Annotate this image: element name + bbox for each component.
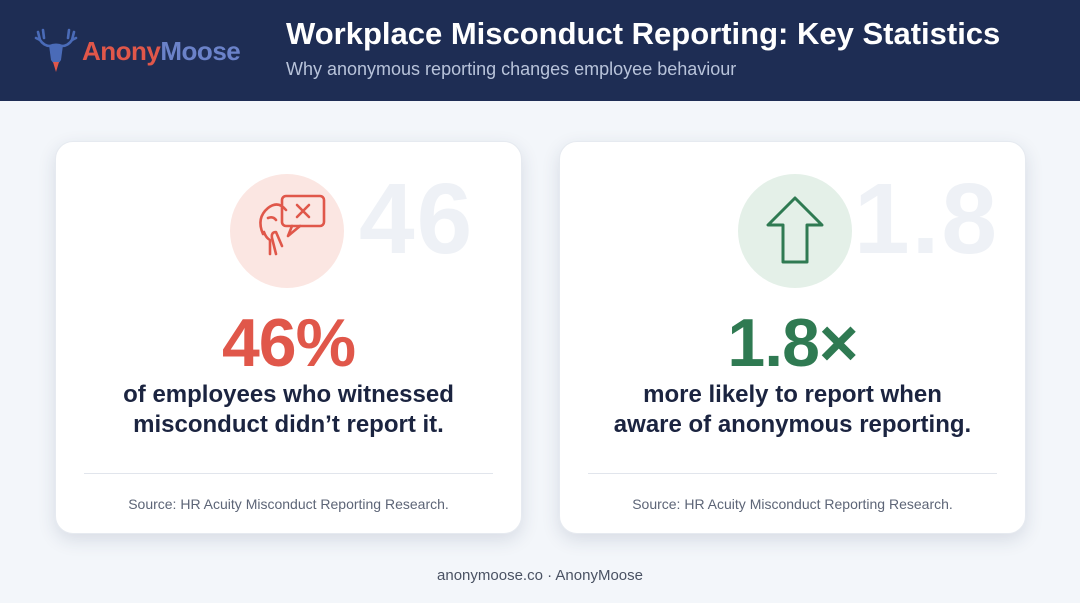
stat-value: 1.8×: [727, 305, 858, 381]
footer-text[interactable]: anonymoose.co · AnonyMoose: [437, 567, 643, 584]
brand-wordmark: AnonyMoose: [82, 36, 241, 67]
stat-description: more likely to report when aware of anon…: [580, 380, 1005, 440]
stat-description-line1: more likely to report when: [643, 381, 942, 408]
stat-description: of employees who witnessed misconduct di…: [76, 380, 501, 440]
ghost-number: 46: [359, 163, 475, 275]
stat-card-anonymous: 1.8 1.8× more likely to report when awar…: [559, 141, 1026, 534]
card-divider: [588, 473, 997, 474]
ghost-number: 1.8: [854, 163, 1000, 275]
stat-value: 46%: [221, 305, 356, 381]
header-banner: AnonyMoose Workplace Misconduct Reportin…: [0, 0, 1080, 101]
stat-card-unreported: 46 46% of employees who witnessed miscon…: [55, 141, 522, 534]
speech-bubble-no-report-icon: [259, 194, 326, 256]
source-citation: Source: HR Acuity Misconduct Reporting R…: [632, 496, 953, 512]
brand-wordmark-part2: Moose: [160, 36, 241, 66]
page-title: Workplace Misconduct Reporting: Key Stat…: [286, 16, 1001, 51]
card-divider: [84, 473, 493, 474]
icon-badge: [230, 174, 344, 288]
stat-description-line2: aware of anonymous reporting.: [613, 411, 972, 438]
stat-description-line1: of employees who witnessed: [123, 381, 454, 408]
brand-logo[interactable]: AnonyMoose: [34, 24, 264, 76]
stat-description-line2: misconduct didn’t report it.: [133, 411, 444, 438]
icon-badge: [738, 174, 852, 288]
arrow-up-icon: [766, 196, 824, 264]
brand-wordmark-part1: Anony: [82, 36, 161, 66]
page-subtitle: Why anonymous reporting changes employee…: [286, 59, 737, 79]
moose-icon: [34, 28, 78, 72]
source-citation: Source: HR Acuity Misconduct Reporting R…: [128, 496, 449, 512]
